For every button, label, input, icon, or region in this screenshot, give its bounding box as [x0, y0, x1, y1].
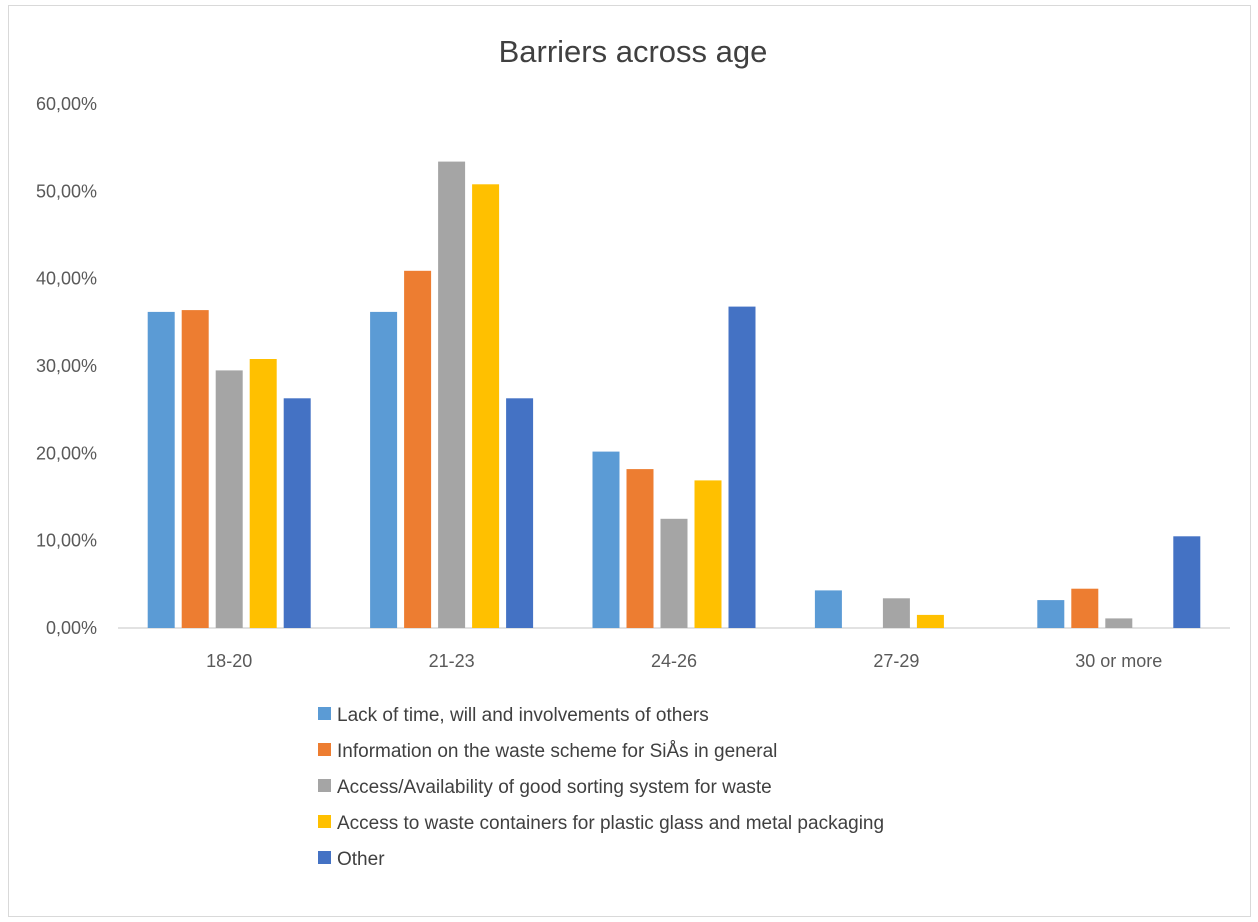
- bar: [882, 598, 910, 628]
- bars: [147, 161, 1201, 629]
- y-tick-label: 60,00%: [36, 94, 97, 114]
- bar: [147, 311, 175, 628]
- legend-swatch: [318, 743, 331, 756]
- bar: [472, 184, 500, 629]
- x-tick-label: 24-26: [651, 651, 697, 671]
- x-tick-label: 18-20: [206, 651, 252, 671]
- bar: [1105, 618, 1133, 628]
- bar: [916, 614, 944, 628]
- bar: [438, 161, 466, 628]
- bar: [728, 306, 756, 628]
- bar: [814, 590, 842, 628]
- legend-swatch: [318, 707, 331, 720]
- legend-swatch: [318, 851, 331, 864]
- x-tick-label: 21-23: [429, 651, 475, 671]
- legend: Lack of time, will and involvements of o…: [318, 705, 884, 870]
- y-axis: 0,00% 10,00% 20,00% 30,00% 40,00% 50,00% 60,00…: [36, 94, 97, 638]
- legend-label: Lack of time, will and involvements of o…: [337, 705, 709, 726]
- x-tick-label: 27-29: [873, 651, 919, 671]
- bar: [1037, 600, 1065, 628]
- legend-label: Information on the waste scheme for SiÅs…: [337, 741, 777, 762]
- bar: [626, 469, 654, 628]
- chart-frame: [8, 5, 1251, 917]
- chart-title: Barriers across age: [499, 34, 768, 69]
- legend-label: Access to waste containers for plastic g…: [337, 813, 884, 834]
- bar: [249, 359, 277, 628]
- bar: [370, 311, 398, 628]
- legend-label: Other: [337, 849, 385, 870]
- bar: [1173, 536, 1201, 628]
- y-tick-label: 0,00%: [46, 618, 97, 638]
- y-tick-label: 30,00%: [36, 356, 97, 376]
- bar: [592, 451, 620, 628]
- bar: [660, 518, 688, 628]
- legend-label: Access/Availability of good sorting syst…: [337, 777, 772, 798]
- legend-swatch: [318, 815, 331, 828]
- bar: [283, 398, 311, 628]
- legend-swatch: [318, 779, 331, 792]
- x-axis: 18-20 21-23 24-26 27-29 30 or more: [206, 651, 1162, 671]
- bar: [1071, 588, 1099, 628]
- y-tick-label: 50,00%: [36, 181, 97, 201]
- y-tick-label: 20,00%: [36, 443, 97, 463]
- bar: [215, 370, 243, 628]
- y-tick-label: 40,00%: [36, 269, 97, 289]
- x-tick-label: 30 or more: [1075, 651, 1162, 671]
- y-tick-label: 10,00%: [36, 531, 97, 551]
- bar: [181, 310, 209, 628]
- bar: [404, 270, 432, 628]
- bar: [694, 480, 722, 628]
- bar: [506, 398, 534, 628]
